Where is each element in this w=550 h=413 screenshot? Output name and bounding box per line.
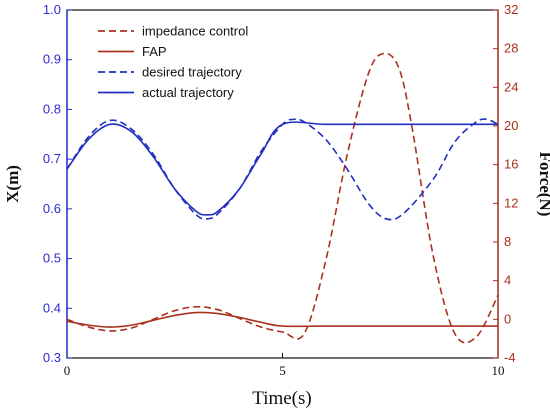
y-left-tick-label: 0.7 [43,151,61,166]
legend: impedance control FAP desired trajectory ac… [98,24,248,100]
y-left-tick-label: 0.6 [43,201,61,216]
legend-label-actual-trajectory: actual trajectory [142,85,234,100]
y-left-axis-title: X(m) [3,165,22,203]
y-right-tick-label: 32 [504,2,518,17]
y-left-tick-label: 0.9 [43,52,61,67]
y-right-tick-label: -4 [504,350,516,365]
legend-label-FAP: FAP [142,44,167,59]
y-left-tick-label: 1.0 [43,2,61,17]
series-line-desired-trajectory [66,118,499,221]
ticks-layer: 0.3 0.4 0.5 0.6 0.7 0.8 0.9 1.0 -4 0 4 8 12 16 20 24 28 3… [43,2,519,378]
y-right-axis-title: Force(N) [536,152,550,217]
y-left-tick-label: 0.4 [43,300,61,315]
y-right-tick-label: 24 [504,79,518,94]
y-right-tick-label: 12 [504,195,518,210]
y-left-tick-label: 0.3 [43,350,61,365]
legend-label-desired-trajectory: desired trajectory [142,65,242,80]
x-tick-label: 5 [279,363,286,378]
y-right-tick-label: 4 [504,273,511,288]
y-right-tick-label: 8 [504,234,511,249]
x-axis-title: Time(s) [252,388,311,409]
series-layer [66,52,499,344]
y-right-tick-label: 0 [504,311,511,326]
series-line-FAP [66,311,498,328]
plot-area [66,9,499,359]
y-left-tick-label: 0.8 [43,101,61,116]
y-right-tick-label: 28 [504,41,518,56]
legend-label-impedance-control: impedance control [142,24,248,39]
y-right-tick-label: 20 [504,118,518,133]
y-right-tick-label: 16 [504,157,518,172]
series-line-actual-trajectory [66,121,498,216]
y-left-tick-label: 0.5 [43,251,61,266]
x-tick-label: 10 [492,363,505,378]
x-tick-label: 0 [64,363,71,378]
